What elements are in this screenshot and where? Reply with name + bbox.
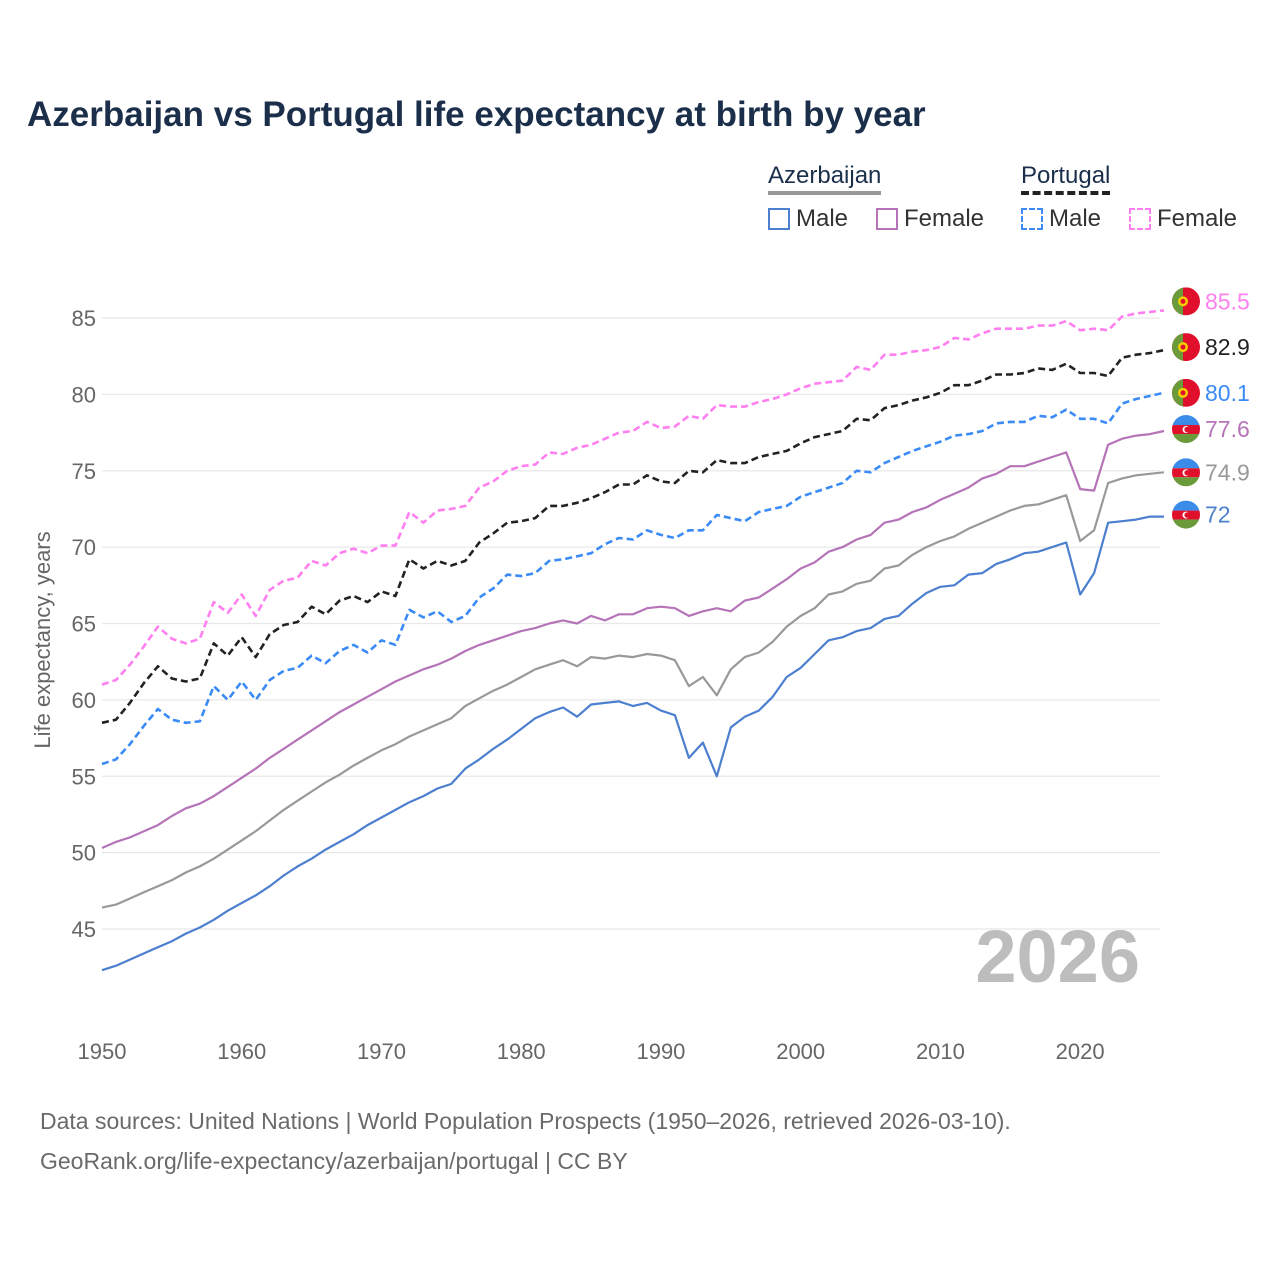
end-value-label: 82.9 (1205, 334, 1250, 360)
azerbaijan-flag-icon (1172, 500, 1200, 529)
legend-item-portugal-female[interactable]: Female (1129, 205, 1237, 233)
legend-item-azerbaijan-male[interactable]: Male (768, 205, 848, 233)
legend-label: Male (796, 205, 849, 232)
x-tick-label: 1960 (217, 1039, 266, 1064)
chart-title: Azerbaijan vs Portugal life expectancy a… (27, 95, 926, 134)
y-tick-label: 60 (72, 688, 96, 713)
series-line-azerbaijan-male[interactable] (101, 515, 1164, 972)
legend-swatch (1129, 208, 1151, 230)
x-tick-label: 1950 (78, 1039, 127, 1064)
legend-item-portugal-male[interactable]: Male (1021, 205, 1101, 233)
y-tick-label: 80 (72, 382, 96, 407)
x-tick-label: 2000 (776, 1039, 825, 1064)
footer-source: Data sources: United Nations | World Pop… (40, 1108, 1011, 1134)
end-value-label: 74.9 (1205, 459, 1250, 485)
portugal-flag-icon (1172, 333, 1200, 362)
series-line-azerbaijan-female[interactable] (101, 429, 1165, 850)
series-line-portugal-female[interactable] (101, 309, 1165, 686)
portugal-flag-icon (1172, 378, 1200, 407)
x-tick-label: 1980 (497, 1039, 546, 1064)
legend-swatch (768, 208, 790, 230)
end-value-label: 77.6 (1205, 416, 1250, 442)
x-tick-label: 1990 (636, 1039, 685, 1064)
end-value-label: 80.1 (1205, 380, 1250, 406)
legend-swatch (1021, 208, 1043, 230)
x-tick-label: 2010 (916, 1039, 965, 1064)
legend-swatch (876, 208, 898, 230)
azerbaijan-flag-icon (1172, 415, 1200, 444)
legend-label: Male (1049, 205, 1102, 232)
series-line-azerbaijan-total[interactable] (101, 471, 1165, 909)
legend-group-azerbaijan: Azerbaijan (768, 162, 882, 195)
y-tick-label: 70 (72, 535, 96, 560)
y-tick-label: 85 (72, 306, 96, 331)
x-tick-label: 1970 (357, 1039, 406, 1064)
azerbaijan-flag-icon (1172, 458, 1200, 487)
y-tick-label: 50 (72, 841, 96, 866)
legend-label: Female (904, 205, 985, 232)
y-tick-label: 75 (72, 459, 96, 484)
end-value-label: 85.5 (1205, 288, 1250, 314)
y-tick-label: 55 (72, 764, 96, 789)
series-line-portugal-male[interactable] (101, 391, 1165, 766)
year-watermark: 2026 (975, 915, 1140, 998)
footer-link[interactable]: GeoRank.org/life-expectancy/azerbaijan/p… (40, 1148, 628, 1174)
legend-label: Female (1157, 205, 1238, 232)
end-value-label: 72 (1205, 502, 1231, 528)
y-axis-label: Life expectancy, years (30, 531, 55, 748)
x-tick-label: 2020 (1056, 1039, 1105, 1064)
legend-group-portugal: Portugal (1021, 162, 1111, 195)
portugal-flag-icon (1172, 287, 1200, 316)
legend-item-azerbaijan-female[interactable]: Female (876, 205, 984, 233)
y-tick-label: 45 (72, 917, 96, 942)
y-tick-label: 65 (72, 612, 96, 637)
series-line-portugal-total[interactable] (101, 348, 1165, 725)
